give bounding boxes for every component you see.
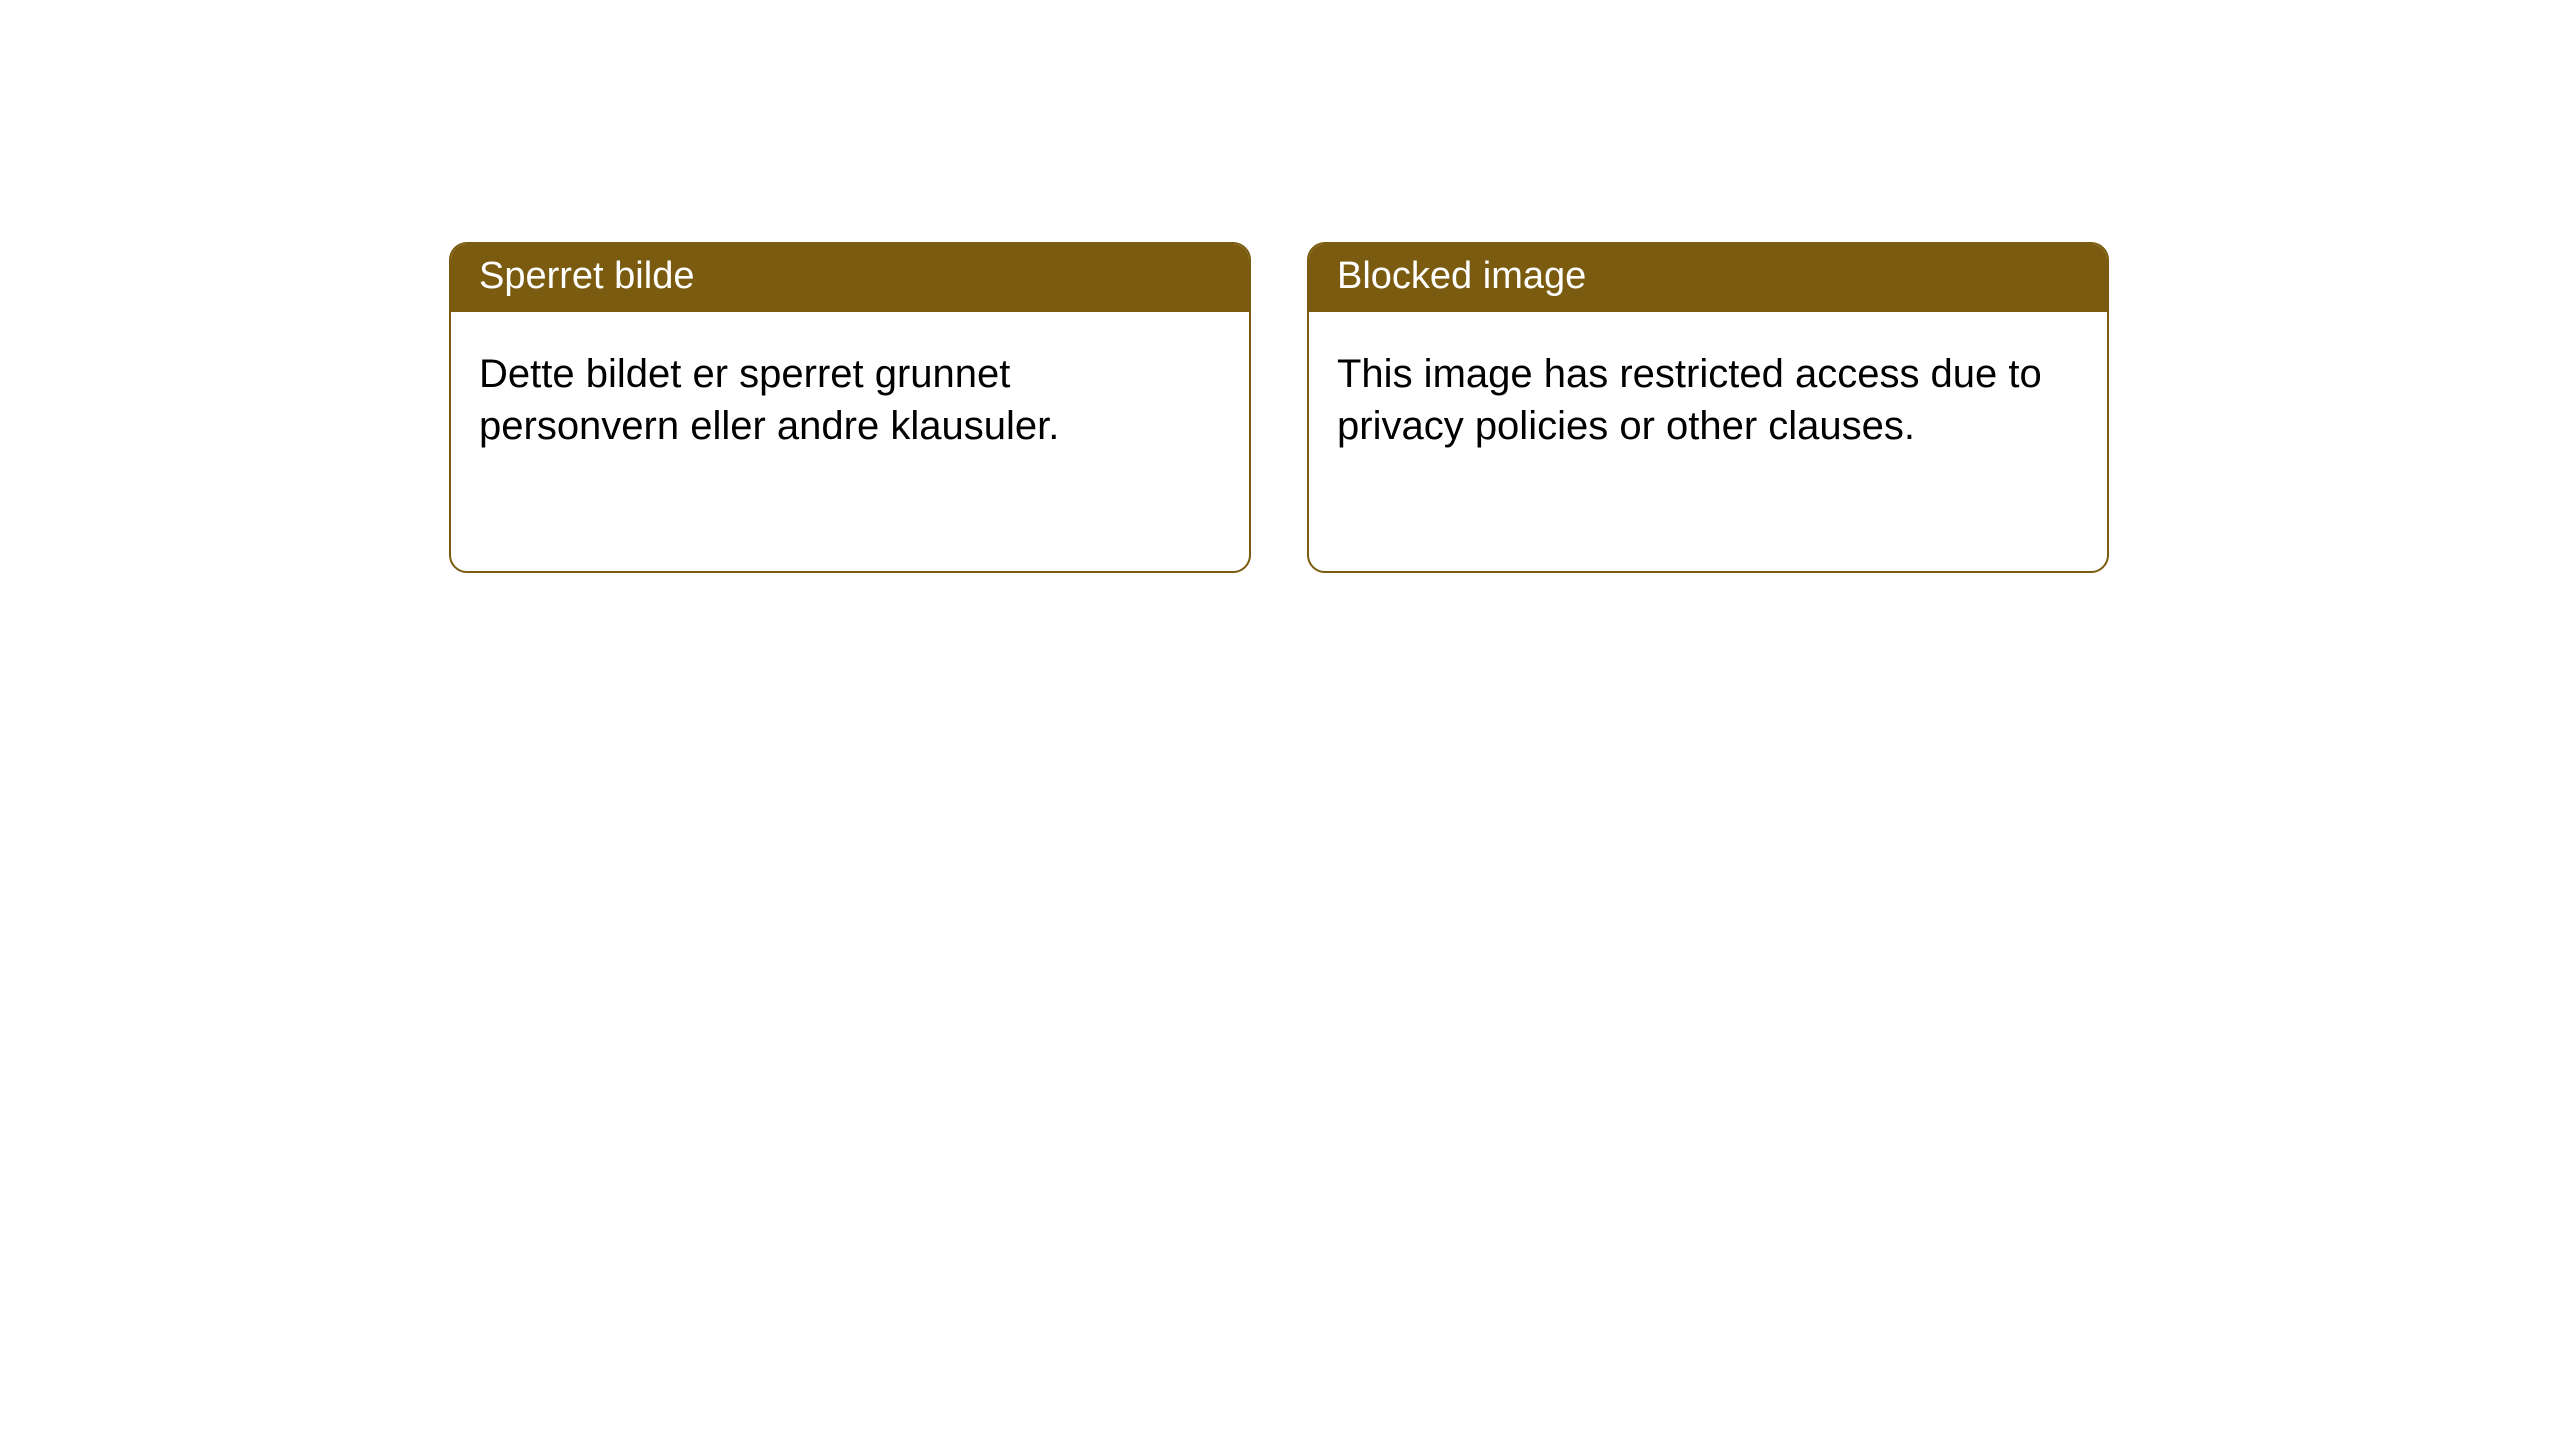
card-header-no: Sperret bilde: [451, 244, 1249, 312]
blocked-image-card-no: Sperret bilde Dette bildet er sperret gr…: [449, 242, 1251, 573]
blocked-image-card-en: Blocked image This image has restricted …: [1307, 242, 2109, 573]
card-title-en: Blocked image: [1337, 255, 1586, 297]
card-body-en: This image has restricted access due to …: [1309, 312, 2107, 480]
card-header-en: Blocked image: [1309, 244, 2107, 312]
card-container: Sperret bilde Dette bildet er sperret gr…: [449, 242, 2109, 573]
card-title-no: Sperret bilde: [479, 255, 694, 297]
card-body-text-en: This image has restricted access due to …: [1337, 352, 2042, 448]
card-body-text-no: Dette bildet er sperret grunnet personve…: [479, 352, 1059, 448]
card-body-no: Dette bildet er sperret grunnet personve…: [451, 312, 1249, 480]
